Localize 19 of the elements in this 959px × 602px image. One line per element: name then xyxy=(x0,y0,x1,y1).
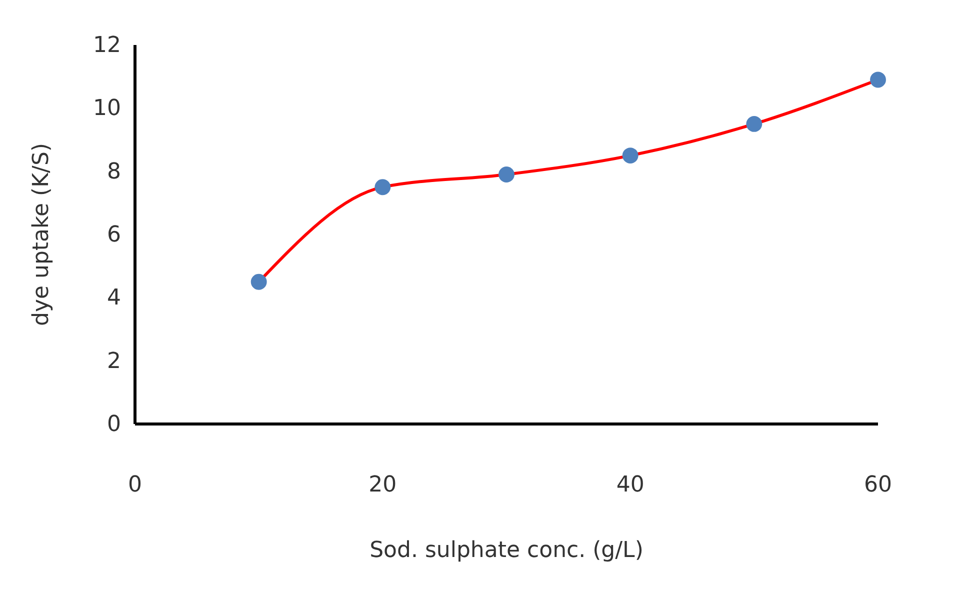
x-axis-title: Sod. sulphate conc. (g/L) xyxy=(370,538,644,563)
x-tick-label: 0 xyxy=(128,472,142,498)
point xyxy=(870,72,886,88)
y-tick-label: 12 xyxy=(93,33,121,58)
y-tick-label: 8 xyxy=(107,159,121,184)
y-tick-label: 6 xyxy=(107,222,121,248)
y-tick-label: 10 xyxy=(93,96,121,122)
y-tick-label: 0 xyxy=(107,412,121,438)
y-tick-label: 4 xyxy=(107,286,121,311)
x-tick-label: 40 xyxy=(616,472,644,498)
point xyxy=(622,148,638,164)
point xyxy=(498,166,514,182)
y-tick-label: 2 xyxy=(107,348,121,374)
x-tick-label: 60 xyxy=(864,472,892,498)
x-tick-label: 20 xyxy=(368,472,397,498)
point xyxy=(374,179,391,196)
y-axis-title: dye uptake (K/S) xyxy=(29,143,54,326)
point xyxy=(746,116,762,132)
point xyxy=(250,274,267,290)
